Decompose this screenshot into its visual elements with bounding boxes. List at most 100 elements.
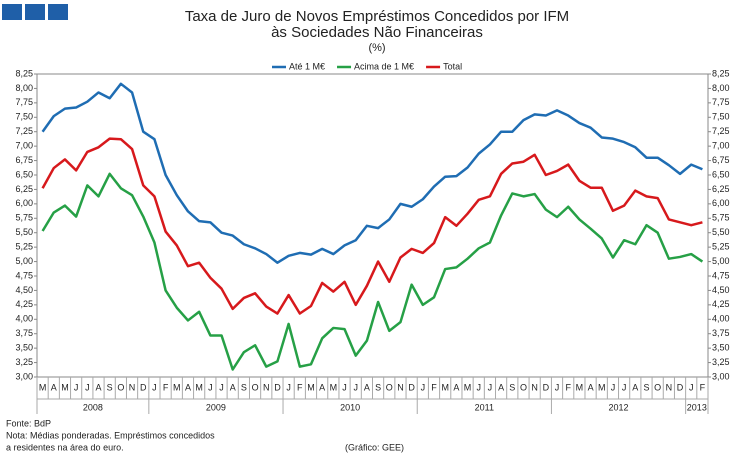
note: Nota: Médias ponderadas. Empréstimos con… [6,430,215,440]
x-tick-label: O [386,382,393,392]
y-tick-label: 6,75 [15,155,33,165]
x-tick-label: F [565,382,571,392]
chart-subtitle: (%) [368,42,385,54]
x-tick-label: F [700,382,706,392]
y-tick-label: 6,50 [15,169,33,179]
y-tick-label: 4,50 [15,285,33,295]
x-tick-label: A [185,382,191,392]
year-label: 2009 [206,402,226,412]
y-tick-label: 5,00 [15,256,33,266]
x-tick-label: D [543,382,550,392]
logo-block [48,4,68,20]
y2-tick-label: 4,00 [712,314,730,324]
y2-tick-label: 7,50 [712,112,730,122]
legend-label: Até 1 M€ [289,61,325,71]
y-tick-label: 5,50 [15,227,33,237]
x-tick-label: J [219,382,224,392]
y-tick-label: 5,75 [15,213,33,223]
x-tick-label: A [453,382,459,392]
series-line [41,172,704,371]
x-tick-label: J [353,382,358,392]
x-tick-label: O [520,382,527,392]
plot-frame [36,73,709,378]
x-tick-label: J [611,382,616,392]
x-tick-label: M [441,382,449,392]
x-tick-label: M [307,382,315,392]
x-tick-label: D [274,382,281,392]
y2-tick-label: 6,00 [712,198,730,208]
series-line [41,137,703,315]
y2-tick-label: 4,75 [712,270,730,280]
x-tick-label: N [531,382,538,392]
year-label: 2012 [609,402,629,412]
series-line [41,82,703,264]
y-tick-label: 4,75 [15,270,33,280]
x-tick-label: J [689,382,694,392]
legend-label: Total [443,61,462,71]
x-tick-label: S [241,382,247,392]
x-tick-label: F [297,382,303,392]
y2-tick-label: 3,75 [712,328,730,338]
x-tick-label: J [488,382,493,392]
x-tick-label: M [39,382,47,392]
x-tick-label: A [230,382,236,392]
y-tick-label: 3,00 [15,371,33,381]
logo-block [25,4,45,20]
y2-tick-label: 7,75 [712,97,730,107]
y2-tick-label: 6,50 [712,169,730,179]
y-tick-label: 4,00 [15,314,33,324]
x-tick-label: D [140,382,147,392]
y-tick-label: 4,25 [15,299,33,309]
y-tick-label: 8,00 [15,83,33,93]
y2-tick-label: 7,25 [712,126,730,136]
y-tick-label: 6,25 [15,184,33,194]
y-tick-label: 6,00 [15,198,33,208]
x-tick-label: A [96,382,102,392]
y2-tick-label: 8,00 [712,83,730,93]
x-tick-label: A [319,382,325,392]
y2-tick-label: 4,50 [712,285,730,295]
y2-tick-label: 5,50 [712,227,730,237]
y2-tick-label: 3,25 [712,357,730,367]
y-tick-label: 3,25 [15,357,33,367]
logo-block [2,4,22,20]
x-tick-label: M [598,382,606,392]
x-tick-label: O [117,382,124,392]
note: a residentes na área do euro. [6,442,124,452]
x-tick-label: J [622,382,627,392]
x-tick-label: N [666,382,673,392]
y2-tick-label: 5,25 [712,242,730,252]
y-tick-label: 8,25 [15,68,33,78]
x-tick-label: M [195,382,203,392]
year-label: 2013 [687,402,707,412]
x-tick-label: D [677,382,684,392]
x-tick-label: M [330,382,338,392]
y2-tick-label: 7,00 [712,141,730,151]
x-tick-label: A [498,382,504,392]
x-tick-label: J [286,382,291,392]
x-tick-label: A [364,382,370,392]
y2-tick-label: 5,00 [712,256,730,266]
x-tick-label: J [74,382,79,392]
x-tick-label: S [375,382,381,392]
x-tick-label: J [342,382,347,392]
y-tick-label: 7,50 [15,112,33,122]
x-tick-label: J [208,382,213,392]
x-tick-label: S [509,382,515,392]
y2-tick-label: 5,75 [712,213,730,223]
x-tick-label: J [85,382,90,392]
y-tick-label: 3,75 [15,328,33,338]
x-tick-label: M [576,382,584,392]
x-tick-label: S [643,382,649,392]
x-tick-label: A [632,382,638,392]
y2-tick-label: 6,25 [712,184,730,194]
x-tick-label: A [51,382,57,392]
x-tick-label: N [397,382,404,392]
y-tick-label: 7,75 [15,97,33,107]
x-tick-label: D [408,382,415,392]
x-tick-label: O [252,382,259,392]
x-tick-label: A [588,382,594,392]
x-tick-label: O [654,382,661,392]
y2-tick-label: 3,50 [712,343,730,353]
year-label: 2011 [475,402,494,412]
